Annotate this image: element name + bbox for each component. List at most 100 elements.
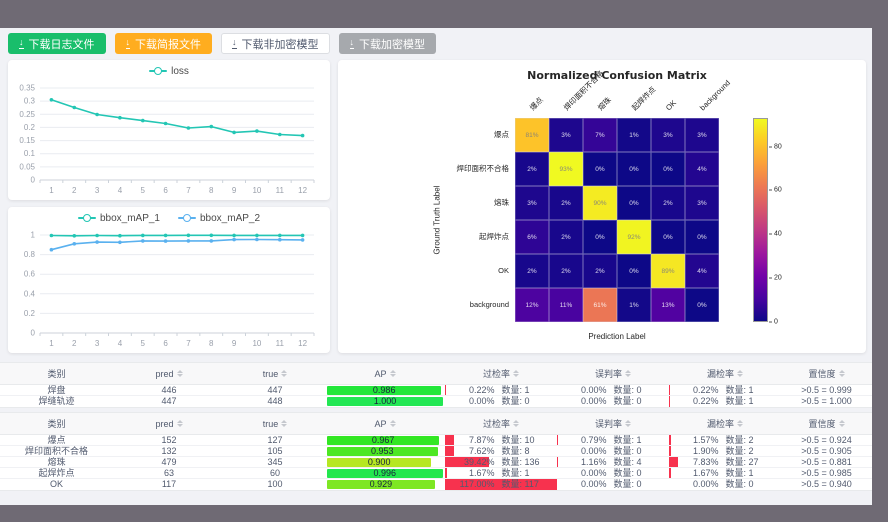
rate-bar xyxy=(669,396,670,407)
download-report-file-button[interactable]: ↓ 下载简报文件 xyxy=(114,33,212,54)
column-header-3[interactable]: AP xyxy=(325,413,445,434)
table-row[interactable]: OK 117 100 0.929 117.00% 数量: 117 0.00% 数量: 0 0.0… xyxy=(0,479,872,490)
heatmap-cell: 2% xyxy=(515,152,549,186)
cell-pred: 117 xyxy=(161,479,177,489)
rate-bar xyxy=(669,435,671,445)
column-header-1[interactable]: pred xyxy=(113,413,225,434)
line-plot: 00.050.10.150.20.250.30.351 2 3 4 5 6 7 8 9 10 11 1… xyxy=(19,84,315,195)
cell-ap: 0.953 xyxy=(325,446,445,456)
table-row[interactable]: 熔珠 479 345 0.900 39.42% 数量: 136 1.16% 数量: 4 7.83… xyxy=(0,457,872,468)
column-header-7[interactable]: 置信度 xyxy=(781,363,872,384)
heatmap-cell: 89% xyxy=(651,254,685,288)
sort-icon[interactable] xyxy=(176,370,183,377)
heatmap-col-label: 熔珠 xyxy=(595,95,613,113)
table-row[interactable]: 焊缝轨迹 447 448 1.000 0.00% 数量: 0 0.00% 数量: 0 0.22%… xyxy=(0,396,872,407)
ap-bar: 1.000 xyxy=(327,397,443,406)
column-header-7[interactable]: 置信度 xyxy=(781,413,872,434)
cell-confidence: >0.5 = 0.940 xyxy=(801,479,852,489)
sort-icon[interactable] xyxy=(176,420,183,427)
cell-true: 448 xyxy=(267,396,283,406)
heatmap-cell: 0% xyxy=(617,254,651,288)
table-row[interactable]: 爆点 152 127 0.967 7.87% 数量: 10 0.79% 数量: 1 1.57% 数… xyxy=(0,435,872,446)
cell-rate: 1.90% 数量: 2 xyxy=(669,446,781,456)
svg-text:0.05: 0.05 xyxy=(19,162,35,171)
heatmap-cell: 0% xyxy=(685,288,719,322)
heatmap-cell: 2% xyxy=(549,220,583,254)
column-header-3[interactable]: AP xyxy=(325,363,445,384)
heatmap-cell: 11% xyxy=(549,288,583,322)
sort-icon[interactable] xyxy=(625,420,631,427)
cell-confidence: >0.5 = 0.881 xyxy=(801,457,852,467)
legend-item-loss[interactable]: loss xyxy=(149,66,189,77)
heatmap-row-label: OK xyxy=(498,266,509,275)
ap-bar: 0.967 xyxy=(327,435,440,445)
heatmap-title: Normalized Confusion Matrix xyxy=(527,69,707,82)
cell-true: 105 xyxy=(267,446,283,456)
column-header-1[interactable]: pred xyxy=(113,363,225,384)
colorbar-tick: 60 xyxy=(769,187,782,194)
table-row[interactable]: 起焊炸点 63 60 0.996 1.67% 数量: 1 0.00% 数量: 0 1.67% 数量… xyxy=(0,468,872,479)
heatmap-cell: 3% xyxy=(685,118,719,152)
download-unencrypted-model-button[interactable]: ↓ 下载非加密模型 xyxy=(221,33,330,54)
sort-icon[interactable] xyxy=(281,420,288,427)
sort-icon[interactable] xyxy=(625,370,631,377)
sort-icon[interactable] xyxy=(389,420,396,427)
cell-class: OK xyxy=(49,479,63,489)
cell-class: 焊盘 xyxy=(47,385,66,395)
heatmap-cell: 7% xyxy=(583,118,617,152)
column-header-2[interactable]: true xyxy=(225,413,325,434)
cell-class: 焊缝轨迹 xyxy=(38,396,75,406)
cell-rate: 1.67% 数量: 1 xyxy=(445,468,557,478)
table-row[interactable]: 焊印面积不合格 132 105 0.953 7.62% 数量: 8 0.00% 数量: 0 1.… xyxy=(0,446,872,457)
rate-bar xyxy=(669,457,678,467)
cell-rate: 0.00% 数量: 0 xyxy=(580,396,642,406)
heatmap-cell: 1% xyxy=(617,288,651,322)
heatmap-row-label: 爆点 xyxy=(494,130,509,139)
sort-icon[interactable] xyxy=(838,420,845,427)
heatmap-cell: 0% xyxy=(617,186,651,220)
download-icon: ↓ xyxy=(232,37,237,49)
cell-ap: 0.967 xyxy=(325,435,445,445)
heatmap-ylabel: Ground Truth Label xyxy=(432,185,442,255)
heatmap-cell: 4% xyxy=(685,152,719,186)
svg-text:11: 11 xyxy=(276,339,285,348)
sort-icon[interactable] xyxy=(838,370,845,377)
sort-icon[interactable] xyxy=(513,420,519,427)
cell-pred: 446 xyxy=(161,385,177,395)
bbox-map-chart-legend: bbox_mAP_1 bbox_mAP_2 xyxy=(8,207,330,229)
svg-text:5: 5 xyxy=(141,339,146,348)
sort-icon[interactable] xyxy=(513,370,519,377)
ap-bar: 0.996 xyxy=(327,468,443,478)
sort-icon[interactable] xyxy=(737,370,743,377)
heatmap-row-label: 焊印面积不合格 xyxy=(456,164,510,173)
sort-icon[interactable] xyxy=(281,370,288,377)
sort-icon[interactable] xyxy=(737,420,743,427)
table-row[interactable]: 焊盘 446 447 0.986 0.22% 数量: 1 0.00% 数量: 0 0.22% 数量… xyxy=(0,385,872,396)
download-icon: ↓ xyxy=(125,37,130,49)
download-encrypted-model-button[interactable]: ↓ 下载加密模型 xyxy=(338,33,436,54)
column-header-6[interactable]: 漏检率 xyxy=(669,363,781,384)
download-log-file-button[interactable]: ↓ 下载日志文件 xyxy=(8,33,106,54)
legend-item-bbox_mAP_1[interactable]: bbox_mAP_1 xyxy=(77,213,160,224)
legend-item-bbox_mAP_2[interactable]: bbox_mAP_2 xyxy=(178,213,260,224)
svg-text:6: 6 xyxy=(163,186,168,195)
column-header-6[interactable]: 漏检率 xyxy=(669,413,781,434)
heatmap-row-label: 熔珠 xyxy=(494,198,509,207)
ap-bar: 0.986 xyxy=(327,385,442,395)
column-header-5[interactable]: 误判率 xyxy=(557,413,669,434)
heatmap-cell: 3% xyxy=(515,186,549,220)
column-header-4[interactable]: 过检率 xyxy=(445,363,557,384)
column-header-4[interactable]: 过检率 xyxy=(445,413,557,434)
heatmap-cell: 3% xyxy=(549,118,583,152)
sort-icon[interactable] xyxy=(389,370,396,377)
svg-text:9: 9 xyxy=(232,186,237,195)
svg-text:0.3: 0.3 xyxy=(24,97,36,106)
table-header-row: 类别 pred true AP 过检率 误判率 漏检率 置信度 xyxy=(0,363,872,385)
rate-bar xyxy=(445,457,490,467)
column-header-2[interactable]: true xyxy=(225,363,325,384)
dashboard-content: ↓ 下载日志文件 ↓ 下载简报文件 ↓ 下载非加密模型 ↓ 下载加密模型 loss 0 0.05… xyxy=(0,28,872,505)
colorbar xyxy=(753,118,768,322)
column-header-5[interactable]: 误判率 xyxy=(557,363,669,384)
cell-rate: 0.22% 数量: 1 xyxy=(669,385,781,395)
